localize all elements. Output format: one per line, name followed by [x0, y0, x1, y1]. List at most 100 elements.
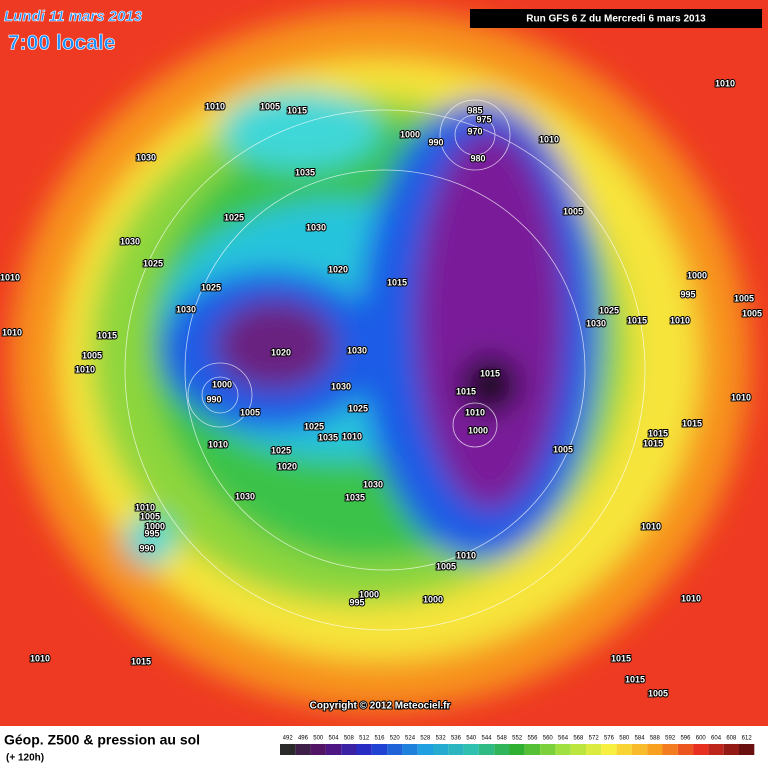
- scale-swatch: [723, 744, 739, 755]
- pressure-label: 995: [349, 597, 364, 607]
- scale-label: 588: [650, 736, 661, 742]
- pressure-label: 1035: [295, 167, 315, 177]
- scale-label: 596: [680, 736, 691, 742]
- pressure-label: 1005: [240, 407, 260, 417]
- pressure-label: 1015: [480, 368, 500, 378]
- scale-label: 496: [298, 736, 309, 742]
- isobar: [124, 109, 646, 631]
- pressure-label: 1000: [145, 521, 165, 531]
- pressure-label: 1010: [731, 392, 751, 402]
- pressure-label: 1025: [271, 445, 291, 455]
- pressure-label: 1020: [277, 461, 297, 471]
- scale-label: 548: [497, 736, 508, 742]
- pressure-label: 1015: [611, 653, 631, 663]
- run-info: Run GFS 6 Z du Mercredi 6 mars 2013: [526, 14, 706, 25]
- field-cyan: [220, 90, 380, 170]
- scale-label: 556: [527, 736, 538, 742]
- pressure-label: 1015: [387, 277, 407, 287]
- field-dark: [460, 355, 520, 415]
- pressure-label: 1015: [287, 105, 307, 115]
- scale-swatch: [570, 744, 586, 755]
- copyright: Copyright © 2012 Meteociel.fr: [310, 701, 451, 712]
- scale-swatch: [540, 744, 556, 755]
- scale-swatch: [494, 744, 510, 755]
- scale-swatch: [631, 744, 648, 755]
- pressure-label: 1005: [648, 688, 668, 698]
- scale-swatch: [555, 744, 571, 755]
- pressure-label: 1000: [423, 594, 443, 604]
- scale-label: 552: [512, 736, 523, 742]
- scale-swatch: [509, 744, 525, 755]
- date: Lundi 11 mars 2013: [4, 8, 143, 25]
- scale-swatch: [662, 744, 678, 755]
- pressure-label: 1030: [136, 152, 156, 162]
- pressure-label: 1015: [456, 386, 476, 396]
- field-purple: [415, 130, 565, 510]
- pressure-label: 1030: [120, 236, 140, 246]
- scale-label: 572: [589, 736, 600, 742]
- scale-label: 520: [390, 736, 401, 742]
- pressure-label: 1030: [235, 491, 255, 501]
- pressure-label: 1030: [176, 304, 196, 314]
- isobars: [124, 99, 646, 631]
- isobar: [452, 402, 498, 448]
- scale-label: 492: [283, 736, 294, 742]
- pressure-label: 1010: [30, 653, 50, 663]
- pressure-label: 1005: [742, 308, 762, 318]
- pressure-label: 1020: [328, 264, 348, 274]
- run-box: [470, 9, 762, 28]
- pressure-label: 1010: [75, 364, 95, 374]
- pressure-label: 970: [467, 126, 482, 136]
- map-field: Lundi 11 mars 2013 7:00 locale Run GFS 6…: [0, 0, 768, 726]
- pressure-label: 990: [206, 394, 221, 404]
- pressure-label: 1005: [734, 293, 754, 303]
- scale-swatch: [586, 744, 602, 755]
- pressure-label: 1010: [342, 431, 362, 441]
- scale-swatch: [708, 744, 724, 755]
- isobar: [184, 169, 586, 571]
- pressure-label: 1010: [670, 315, 690, 325]
- scale-label: 612: [742, 736, 753, 742]
- scale-swatch: [448, 744, 464, 755]
- scale-label: 608: [726, 736, 737, 742]
- isobar: [439, 99, 511, 171]
- pressure-label: 1025: [201, 282, 221, 292]
- pressure-label: 1030: [586, 318, 606, 328]
- scale-label: 600: [696, 736, 707, 742]
- scale-label: 592: [665, 736, 676, 742]
- pressure-label: 1005: [436, 561, 456, 571]
- pressure-label: 1010: [681, 593, 701, 603]
- scale-label: 524: [405, 736, 416, 742]
- scale-label: 508: [344, 736, 355, 742]
- pressure-label: 1015: [643, 438, 663, 448]
- scale-swatch: [295, 744, 311, 755]
- footer-title: Géop. Z500 & pression au sol: [4, 732, 200, 748]
- pressure-label: 1015: [625, 674, 645, 684]
- scale-label: 528: [420, 736, 431, 742]
- pressure-label: 1000: [687, 270, 707, 280]
- pressure-label: 1010: [456, 550, 476, 560]
- scale-swatch: [356, 744, 372, 755]
- pressure-label: 1025: [143, 258, 163, 268]
- pressure-label: 1010: [205, 101, 225, 111]
- pressure-label: 1000: [212, 379, 232, 389]
- scale-label: 584: [635, 736, 646, 742]
- pressure-label: 1010: [208, 439, 228, 449]
- pressure-label: 1010: [0, 272, 20, 282]
- scale-swatch: [677, 744, 694, 755]
- isobar: [454, 114, 496, 156]
- scale-swatch: [616, 744, 632, 755]
- pressure-label: 1025: [348, 403, 368, 413]
- pressure-label: 1010: [2, 327, 22, 337]
- scale-label: 516: [374, 736, 385, 742]
- pressure-label: 1010: [465, 407, 485, 417]
- pressure-label: 1010: [135, 502, 155, 512]
- pressure-label: 995: [144, 528, 159, 538]
- pressure-label: 1030: [331, 381, 351, 391]
- scale-swatch: [417, 744, 433, 755]
- geopotential-field: [10, 10, 750, 710]
- pressure-label: 1030: [306, 222, 326, 232]
- scale-swatch: [463, 744, 479, 755]
- pressure-label: 1015: [131, 656, 151, 666]
